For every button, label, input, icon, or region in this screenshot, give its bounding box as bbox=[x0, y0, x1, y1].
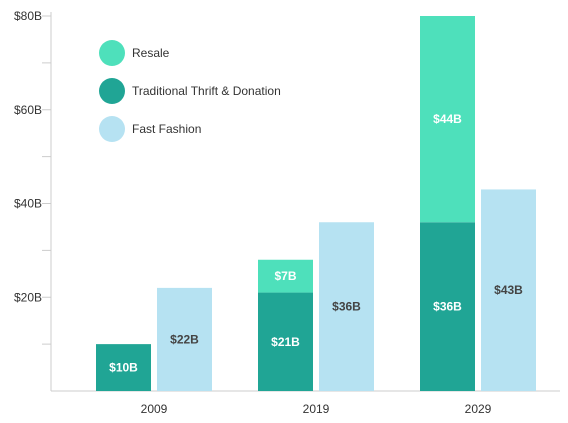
bar-traditional-thrift-donation-2019 bbox=[258, 292, 313, 391]
bar-traditional-thrift-donation-2029 bbox=[420, 222, 475, 391]
legend-swatch bbox=[99, 116, 125, 142]
legend-swatch bbox=[99, 78, 125, 104]
bar-value-label: $44B bbox=[433, 112, 462, 126]
bar-value-label: $43B bbox=[494, 283, 523, 297]
bar-value-label: $36B bbox=[332, 300, 361, 314]
legend-label: Resale bbox=[132, 46, 170, 60]
y-tick-label: $40B bbox=[14, 197, 42, 211]
y-tick-label: $80B bbox=[14, 9, 42, 23]
bar-resale-2019 bbox=[258, 259, 313, 293]
legend-label: Fast Fashion bbox=[132, 122, 201, 136]
y-tick-label: $60B bbox=[14, 103, 42, 117]
chart-data-labels: $10B $22B $21B $7B $36B $36B $44B $43B bbox=[109, 112, 523, 374]
bar-traditional-thrift-donation-2009 bbox=[96, 344, 151, 391]
bar-value-label: $10B bbox=[109, 361, 138, 375]
bar-fast-fashion-2009 bbox=[157, 287, 212, 391]
x-category-label: 2009 bbox=[141, 402, 168, 416]
bar-fast-fashion-2029 bbox=[481, 189, 536, 391]
bar-value-label: $21B bbox=[271, 335, 300, 349]
chart-legend: Resale Traditional Thrift & Donation Fast … bbox=[99, 40, 281, 142]
x-category-label: 2019 bbox=[303, 402, 330, 416]
legend-label: Traditional Thrift & Donation bbox=[132, 84, 281, 98]
x-category-label: 2029 bbox=[465, 402, 492, 416]
chart-bars bbox=[96, 16, 536, 391]
y-tick-label: $20B bbox=[14, 290, 42, 304]
bar-fast-fashion-2019 bbox=[319, 222, 374, 391]
legend-swatch bbox=[99, 40, 125, 66]
bar-value-label: $22B bbox=[170, 332, 199, 346]
bar-value-label: $36B bbox=[433, 300, 462, 314]
bar-resale-2029 bbox=[420, 16, 475, 223]
bar-value-label: $7B bbox=[274, 269, 296, 283]
